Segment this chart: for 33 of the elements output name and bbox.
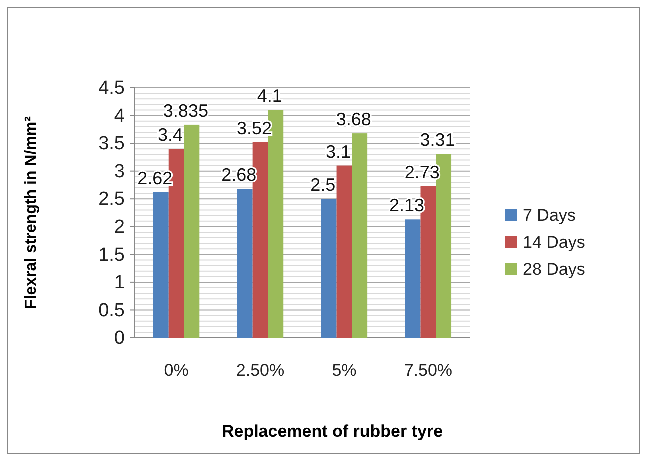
y-axis-title: Flexral strength in N/mm²: [23, 116, 40, 310]
bar: [405, 220, 421, 338]
x-tick-label: 7.50%: [404, 361, 453, 380]
x-axis-title: Replacement of rubber tyre: [222, 422, 444, 441]
y-tick-label: 3: [114, 161, 125, 182]
bar: [184, 124, 200, 338]
x-tick-label: 0%: [164, 361, 189, 380]
data-label: 3.31: [420, 130, 456, 150]
bar: [321, 199, 337, 338]
legend-label: 28 Days: [523, 260, 586, 279]
x-tick-label: 2.50%: [236, 361, 285, 380]
y-tick-label: 4.5: [98, 78, 125, 100]
bar: [336, 166, 352, 338]
y-tick-label: 1.5: [98, 244, 125, 266]
y-tick-label: 1: [114, 272, 125, 294]
x-tick-label: 5%: [332, 361, 357, 380]
data-label: 3.1: [326, 142, 351, 162]
data-label: 2.5: [310, 175, 336, 196]
data-label: 3.835: [163, 100, 208, 121]
y-tick-label: 2.5: [98, 189, 125, 210]
bar: [352, 134, 368, 338]
y-tick-label: 4: [114, 106, 126, 127]
bar: [237, 189, 253, 338]
legend-label: 14 Days: [523, 233, 586, 252]
data-label: 3.68: [336, 110, 372, 130]
y-tick-label: 2: [114, 216, 125, 238]
data-label: 4.1: [257, 86, 282, 106]
data-label: 3.4: [158, 125, 184, 146]
y-tick-label: 0.5: [98, 300, 125, 322]
bar: [153, 192, 169, 338]
y-tick-label: 3.5: [98, 134, 125, 155]
legend-label: 7 Days: [523, 206, 576, 225]
y-tick-label: 0: [114, 328, 125, 350]
